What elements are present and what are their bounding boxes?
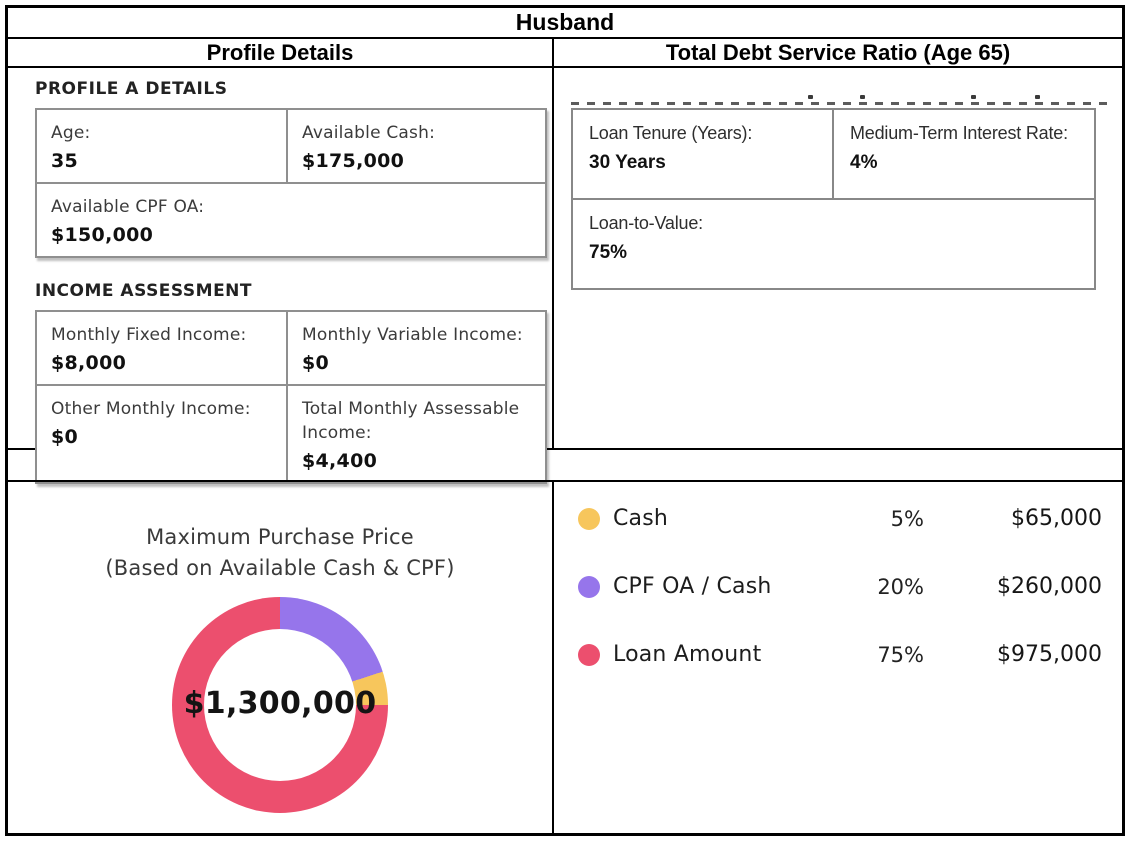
monthly-fixed-cell: Monthly Fixed Income: $8,000 bbox=[37, 312, 288, 384]
profile-details-panel: PROFILE A DETAILS Age: 35 Available Cash… bbox=[8, 68, 554, 484]
chart-title: Maximum Purchase Price (Based on Availab… bbox=[8, 522, 552, 584]
loan-table: Loan Tenure (Years): 30 Years Medium-Ter… bbox=[571, 108, 1096, 290]
loan-to-value-cell: Loan-to-Value: 75% bbox=[573, 200, 1094, 288]
profile-details-header: Profile Details bbox=[8, 39, 554, 66]
content-row: PROFILE A DETAILS Age: 35 Available Cash… bbox=[8, 68, 1122, 484]
available-cpf-value: $150,000 bbox=[51, 224, 154, 246]
loan-tenure-label: Loan Tenure (Years): bbox=[589, 123, 753, 143]
legend-row-cash: Cash 5% $65,000 bbox=[578, 503, 1102, 534]
table-row: Other Monthly Income: $0 Total Monthly A… bbox=[37, 384, 545, 482]
chart-legend: Cash 5% $65,000 CPF OA / Cash 20% $260,0… bbox=[554, 482, 1122, 833]
table-row: Loan Tenure (Years): 30 Years Medium-Ter… bbox=[573, 110, 1094, 198]
age-cell: Age: 35 bbox=[37, 110, 288, 182]
report-frame: Husband Profile Details Total Debt Servi… bbox=[5, 5, 1125, 836]
donut-chart-panel: Maximum Purchase Price (Based on Availab… bbox=[8, 482, 554, 833]
total-assessable-label: Total Monthly Assessable Income: bbox=[302, 399, 520, 443]
chart-title-line1: Maximum Purchase Price bbox=[146, 525, 414, 549]
age-label: Age: bbox=[51, 123, 91, 143]
monthly-variable-value: $0 bbox=[302, 352, 330, 374]
tdsr-header: Total Debt Service Ratio (Age 65) bbox=[665, 39, 1011, 65]
income-table: Monthly Fixed Income: $8,000 Monthly Var… bbox=[35, 310, 547, 484]
cpf-amount: $260,000 bbox=[997, 574, 1102, 599]
page-title: Husband bbox=[515, 9, 615, 35]
available-cash-cell: Available Cash: $175,000 bbox=[288, 110, 545, 182]
cash-dot-icon bbox=[578, 507, 600, 530]
monthly-variable-label: Monthly Variable Income: bbox=[302, 325, 523, 345]
loan-percent: 75% bbox=[877, 642, 924, 667]
column-header-row: Profile Details Total Debt Service Ratio… bbox=[8, 39, 1122, 68]
loan-tenure-value: 30 Years bbox=[589, 152, 666, 173]
available-cpf-cell: Available CPF OA: $150,000 bbox=[37, 184, 545, 256]
interest-rate-value: 4% bbox=[850, 152, 878, 173]
cash-percent: 5% bbox=[890, 506, 924, 531]
chart-row: Maximum Purchase Price (Based on Availab… bbox=[8, 482, 1122, 833]
profile-section-title: PROFILE A DETAILS bbox=[35, 79, 228, 99]
income-section-title: INCOME ASSESSMENT bbox=[35, 281, 252, 301]
loan-to-value-value: 75% bbox=[589, 242, 628, 263]
other-monthly-value: $0 bbox=[51, 426, 79, 448]
interest-rate-cell: Medium-Term Interest Rate: 4% bbox=[834, 110, 1094, 198]
cpf-dot-icon bbox=[578, 575, 600, 598]
interest-rate-label: Medium-Term Interest Rate: bbox=[850, 123, 1068, 143]
legend-row-loan: Loan Amount 75% $975,000 bbox=[578, 639, 1102, 670]
table-row: Monthly Fixed Income: $8,000 Monthly Var… bbox=[37, 312, 545, 384]
available-cpf-label: Available CPF OA: bbox=[51, 197, 205, 217]
legend-row-cpf: CPF OA / Cash 20% $260,000 bbox=[578, 571, 1102, 602]
other-monthly-cell: Other Monthly Income: $0 bbox=[37, 386, 288, 482]
donut-center-value: $1,300,000 bbox=[183, 686, 377, 722]
tdsr-panel: Loan Tenure (Years): 30 Years Medium-Ter… bbox=[554, 68, 1122, 448]
loan-dot-icon bbox=[578, 643, 600, 666]
spacer-row bbox=[8, 450, 1122, 482]
table-row: Available CPF OA: $150,000 bbox=[37, 182, 545, 256]
cash-amount: $65,000 bbox=[1011, 506, 1102, 531]
cpf-percent: 20% bbox=[877, 574, 924, 599]
cash-legend-label: Cash bbox=[613, 506, 669, 531]
loan-legend-label: Loan Amount bbox=[613, 642, 762, 667]
donut-hole bbox=[204, 629, 356, 781]
monthly-variable-cell: Monthly Variable Income: $0 bbox=[288, 312, 545, 384]
loan-amount: $975,000 bbox=[997, 642, 1102, 667]
profile-table: Age: 35 Available Cash: $175,000 Availab… bbox=[35, 108, 547, 258]
loan-tenure-cell: Loan Tenure (Years): 30 Years bbox=[573, 110, 834, 198]
monthly-fixed-value: $8,000 bbox=[51, 352, 127, 374]
total-assessable-cell: Total Monthly Assessable Income: $4,400 bbox=[288, 386, 545, 482]
available-cash-label: Available Cash: bbox=[302, 123, 435, 143]
chart-title-line2: (Based on Available Cash & CPF) bbox=[105, 556, 455, 580]
title-row: Husband bbox=[8, 8, 1122, 39]
other-monthly-label: Other Monthly Income: bbox=[51, 399, 251, 419]
loan-to-value-label: Loan-to-Value: bbox=[589, 213, 703, 233]
available-cash-value: $175,000 bbox=[302, 150, 405, 172]
monthly-fixed-label: Monthly Fixed Income: bbox=[51, 325, 247, 345]
cpf-legend-label: CPF OA / Cash bbox=[613, 574, 772, 599]
table-row: Age: 35 Available Cash: $175,000 bbox=[37, 110, 545, 182]
table-row: Loan-to-Value: 75% bbox=[573, 198, 1094, 288]
total-assessable-value: $4,400 bbox=[302, 450, 378, 472]
donut-chart: $1,300,000 bbox=[172, 597, 388, 813]
age-value: 35 bbox=[51, 150, 79, 172]
